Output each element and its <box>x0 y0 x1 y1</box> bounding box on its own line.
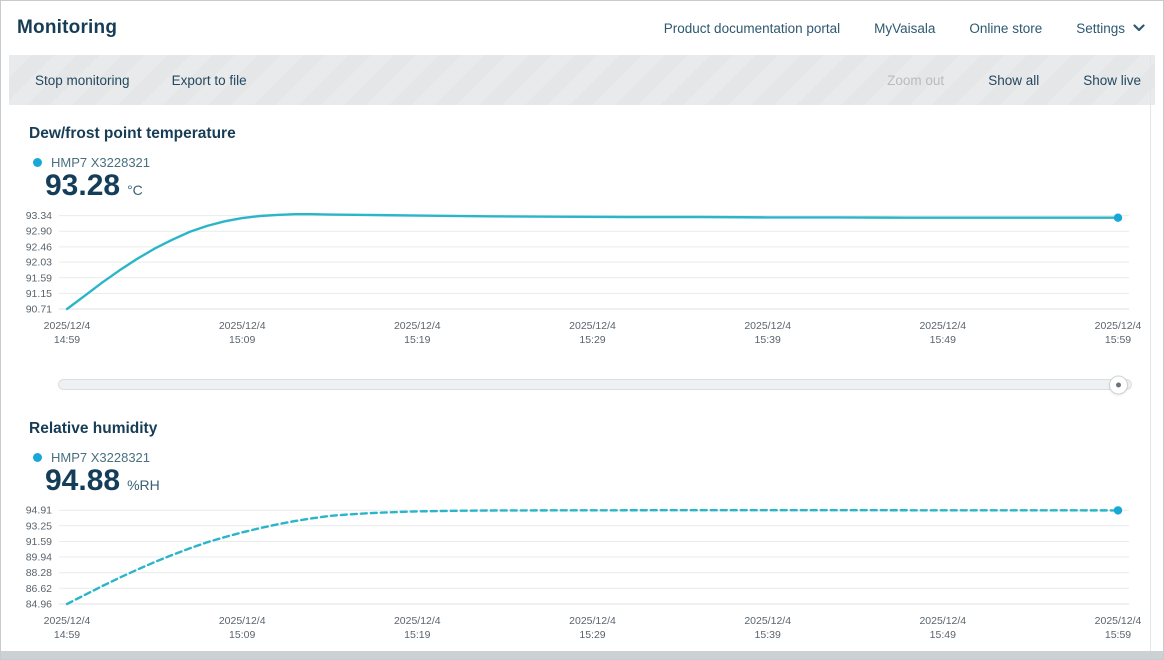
chart-legend: HMP7 X3228321 <box>33 155 1163 170</box>
y-tick-label: 92.90 <box>26 226 52 238</box>
chevron-down-icon <box>1133 24 1145 32</box>
latest-point-marker <box>1113 506 1123 515</box>
nav-myvaisala[interactable]: MyVaisala <box>874 20 936 36</box>
legend-sensor-label: HMP7 X3228321 <box>51 155 151 170</box>
x-tick-date: 2025/12/4 <box>1095 615 1142 627</box>
chart-canvas-dew-frost-point[interactable]: 93.34 92.90 92.46 92.03 91.59 91.15 90.71 2025/… <box>13 207 1153 357</box>
x-tick-date: 2025/12/4 <box>219 615 266 627</box>
series-line <box>65 213 1120 311</box>
y-tick-label: 91.15 <box>26 288 52 300</box>
x-tick-time: 15:09 <box>229 629 255 641</box>
y-tick-label: 90.71 <box>26 304 52 316</box>
scrollbar-handle-dot <box>1116 382 1121 387</box>
current-reading: 93.28 °C <box>45 171 1163 201</box>
x-tick-time: 15:19 <box>404 629 430 641</box>
chart-title: Relative humidity <box>29 420 158 437</box>
x-tick-date: 2025/12/4 <box>744 320 791 332</box>
x-tick-date: 2025/12/4 <box>1095 320 1142 332</box>
stop-monitoring-button[interactable]: Stop monitoring <box>35 72 130 88</box>
x-tick-time: 15:29 <box>579 334 605 346</box>
zoom-out-button: Zoom out <box>887 72 945 88</box>
x-tick-time: 15:39 <box>755 334 781 346</box>
nav-settings-label: Settings <box>1076 20 1125 36</box>
time-range-scrollbar[interactable] <box>58 375 1132 394</box>
content-right-divider <box>1150 55 1151 651</box>
current-value: 93.28 <box>45 169 121 202</box>
toolbar: Stop monitoring Export to file Zoom out … <box>9 55 1155 105</box>
show-live-button[interactable]: Show live <box>1083 72 1141 88</box>
y-tick-label: 93.25 <box>26 520 52 532</box>
legend-series-dot <box>33 453 42 462</box>
y-tick-label: 88.28 <box>26 567 52 579</box>
nav-settings[interactable]: Settings <box>1076 21 1145 36</box>
chart-canvas-relative-humidity[interactable]: 94.91 93.25 91.59 89.94 88.28 86.62 84.96 2025/… <box>13 502 1153 652</box>
x-tick-time: 14:59 <box>54 629 80 641</box>
current-value: 94.88 <box>45 464 121 497</box>
current-value-unit: °C <box>127 182 143 198</box>
current-reading: 94.88 %RH <box>45 466 1163 496</box>
x-tick-time: 15:39 <box>755 629 781 641</box>
chart-section-dew-frost-point: Dew/frost point temperature HMP7 X322832… <box>1 125 1163 394</box>
legend-sensor-label: HMP7 X3228321 <box>51 450 151 465</box>
x-tick-time: 15:29 <box>579 629 605 641</box>
x-tick-date: 2025/12/4 <box>569 615 616 627</box>
window-bottom-strip <box>1 651 1163 659</box>
x-tick-date: 2025/12/4 <box>394 615 441 627</box>
legend-series-dot <box>33 158 42 167</box>
nav-online-store[interactable]: Online store <box>969 20 1043 36</box>
current-value-unit: %RH <box>127 477 160 493</box>
y-tick-label: 92.46 <box>26 241 52 253</box>
y-tick-label: 92.03 <box>26 257 52 269</box>
y-tick-label: 84.96 <box>26 599 52 611</box>
x-tick-time: 15:49 <box>930 334 956 346</box>
y-tick-label: 86.62 <box>26 583 52 595</box>
chart-title: Dew/frost point temperature <box>29 125 236 142</box>
x-tick-time: 15:59 <box>1105 334 1131 346</box>
x-tick-time: 15:19 <box>404 334 430 346</box>
x-tick-date: 2025/12/4 <box>744 615 791 627</box>
x-tick-time: 14:59 <box>54 334 80 346</box>
y-tick-label: 94.91 <box>26 505 52 517</box>
series-line <box>65 509 1120 606</box>
time-range-scrollbar-handle[interactable] <box>1109 375 1128 394</box>
y-tick-label: 91.59 <box>26 536 52 548</box>
x-tick-time: 15:59 <box>1105 629 1131 641</box>
y-tick-label: 91.59 <box>26 272 52 284</box>
show-all-button[interactable]: Show all <box>988 72 1040 88</box>
x-tick-date: 2025/12/4 <box>219 320 266 332</box>
x-tick-time: 15:49 <box>930 629 956 641</box>
x-tick-time: 15:09 <box>229 334 255 346</box>
latest-point-marker <box>1113 213 1123 222</box>
x-tick-date: 2025/12/4 <box>44 615 91 627</box>
y-tick-label: 93.34 <box>26 210 52 222</box>
x-tick-date: 2025/12/4 <box>919 615 966 627</box>
y-tick-label: 89.94 <box>26 552 52 564</box>
x-tick-date: 2025/12/4 <box>919 320 966 332</box>
top-nav: Product documentation portal MyVaisala O… <box>664 21 1145 36</box>
charts-area: Dew/frost point temperature HMP7 X322832… <box>1 125 1163 652</box>
x-tick-date: 2025/12/4 <box>44 320 91 332</box>
toolbar-right-group: Zoom out Show all Show live <box>887 73 1141 88</box>
export-to-file-button[interactable]: Export to file <box>171 72 247 88</box>
page-title: Monitoring <box>17 17 118 38</box>
chart-section-relative-humidity: Relative humidity HMP7 X3228321 94.88 %R… <box>1 420 1163 652</box>
x-tick-date: 2025/12/4 <box>394 320 441 332</box>
app-header: Monitoring Product documentation portal … <box>1 1 1163 55</box>
nav-product-documentation-portal[interactable]: Product documentation portal <box>663 20 841 36</box>
x-tick-date: 2025/12/4 <box>569 320 616 332</box>
chart-legend: HMP7 X3228321 <box>33 450 1163 465</box>
toolbar-left-group: Stop monitoring Export to file <box>35 73 247 88</box>
